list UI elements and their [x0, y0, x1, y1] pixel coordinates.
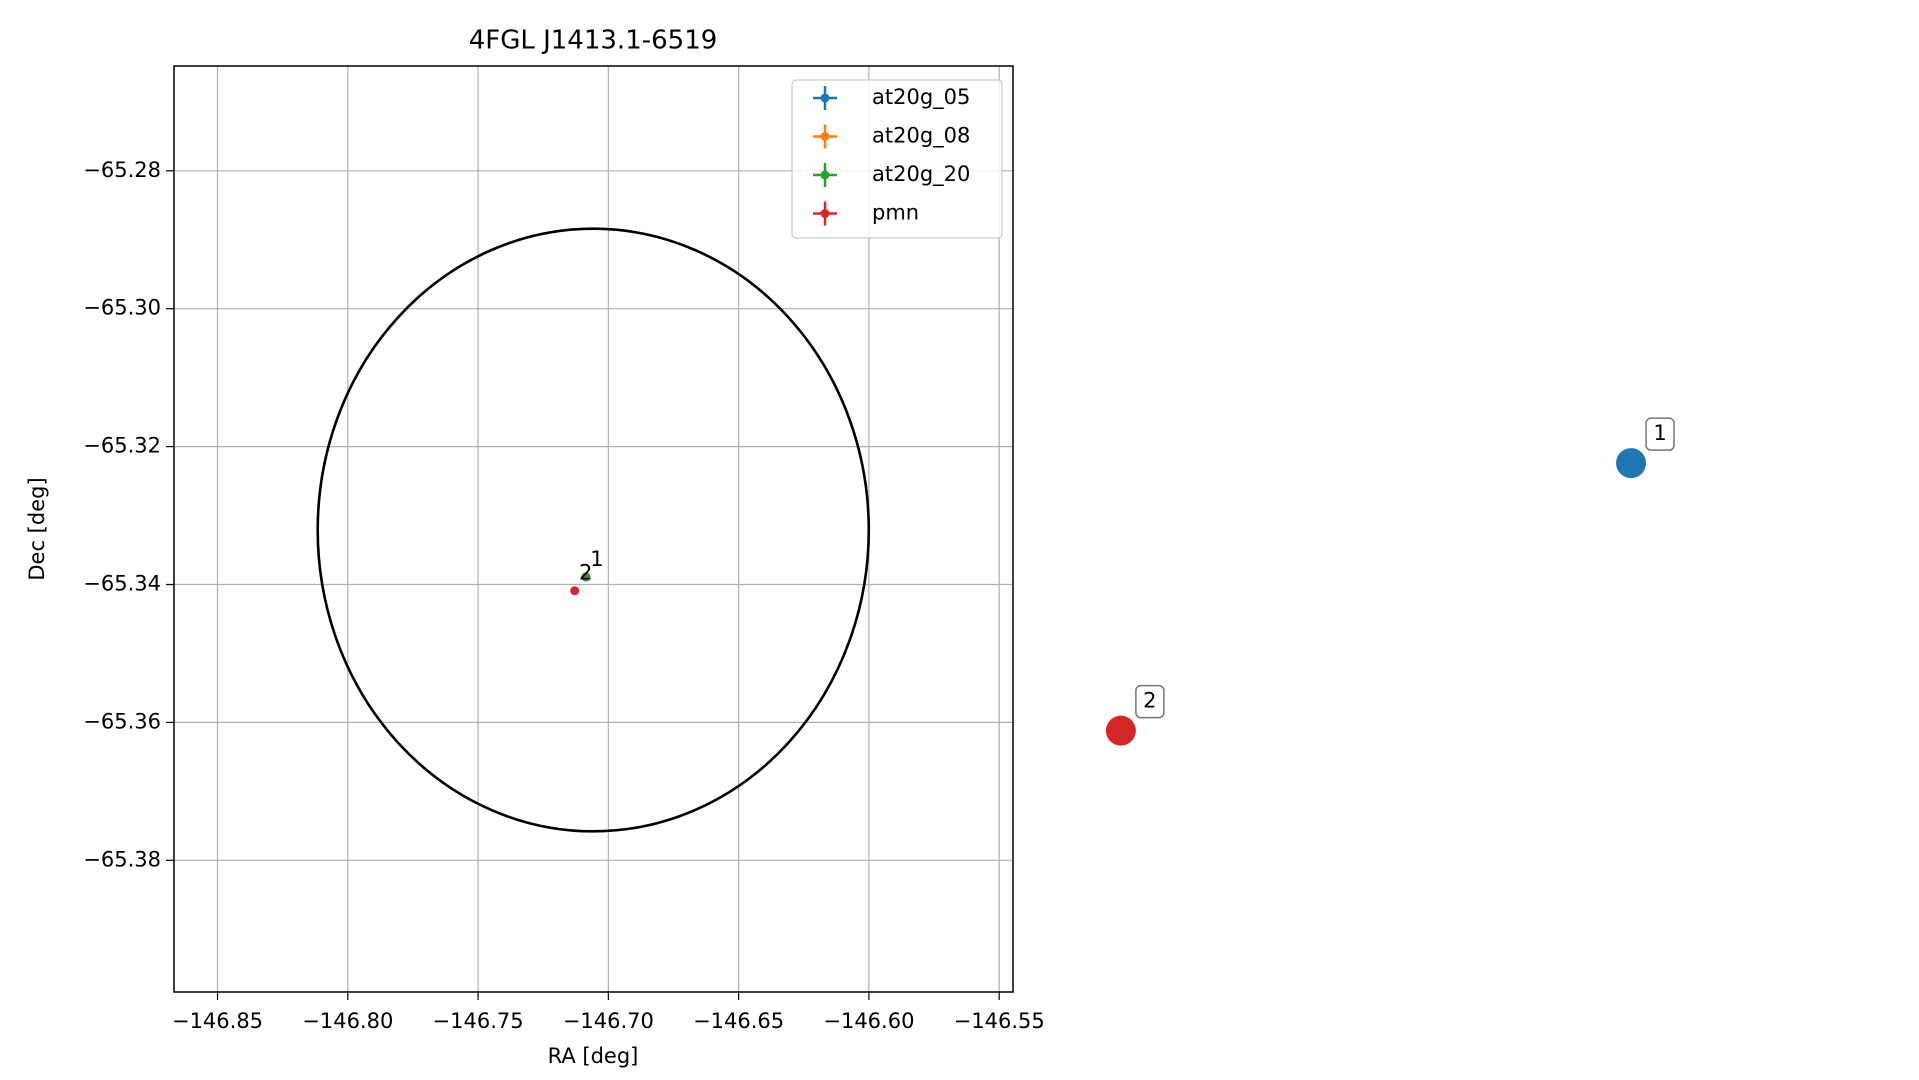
- error-ellipse: [316, 227, 871, 833]
- y-tick-label: −65.32: [83, 434, 161, 458]
- x-tick-label: −146.55: [954, 1009, 1045, 1033]
- legend-label: at20g_05: [872, 85, 970, 110]
- highlight-label: 2: [1143, 689, 1156, 713]
- highlight-marker: [1105, 715, 1136, 746]
- y-tick-label: −65.38: [83, 847, 161, 871]
- highlight-label-box: [1645, 417, 1675, 451]
- y-axis-label: Dec [deg]: [25, 477, 49, 580]
- x-axis-label: RA [deg]: [548, 1044, 639, 1068]
- x-tick-label: −146.75: [433, 1009, 524, 1033]
- highlight-label-box: [1135, 684, 1165, 719]
- legend-label: at20g_20: [872, 162, 970, 187]
- y-tick-label: −65.28: [83, 158, 161, 182]
- data-point: [581, 572, 591, 582]
- legend-marker: [820, 93, 830, 103]
- highlight-label: 1: [1653, 421, 1666, 445]
- legend-label: pmn: [872, 201, 919, 225]
- axes-frame: [173, 65, 1014, 993]
- point-label: 2: [579, 561, 592, 585]
- x-tick-label: −146.85: [172, 1009, 263, 1033]
- y-tick-label: −65.34: [83, 572, 161, 596]
- point-label: 1: [590, 547, 603, 571]
- legend-marker: [820, 209, 830, 218]
- legend-label: at20g_08: [872, 124, 970, 149]
- data-point: [570, 586, 580, 596]
- x-tick-label: −146.65: [693, 1009, 784, 1033]
- legend-marker: [820, 170, 830, 180]
- y-tick-label: −65.30: [83, 296, 161, 320]
- highlight-marker: [1616, 448, 1647, 479]
- x-tick-label: −146.60: [823, 1009, 914, 1033]
- chart-title: 4FGL J1413.1-6519: [469, 26, 718, 56]
- x-tick-label: −146.70: [563, 1009, 654, 1033]
- y-tick-label: −65.36: [83, 709, 161, 733]
- x-tick-label: −146.80: [302, 1009, 393, 1033]
- legend-marker: [820, 132, 830, 141]
- legend-box: [791, 79, 1003, 239]
